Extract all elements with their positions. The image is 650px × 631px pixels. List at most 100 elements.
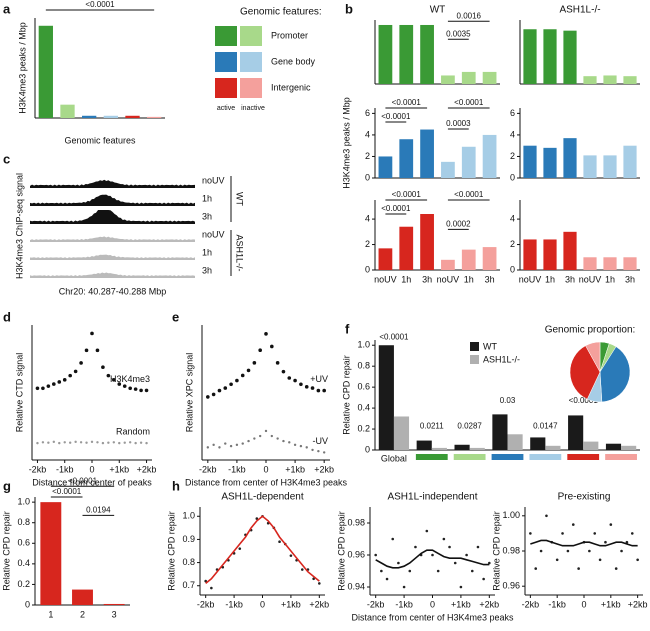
legend-swatch	[240, 78, 262, 98]
y-tick-label: 0.96	[347, 549, 365, 559]
data-point	[322, 451, 326, 454]
y-tick-label: 0.96	[502, 581, 520, 591]
bar	[103, 603, 125, 605]
group-label: WT	[235, 192, 245, 206]
data-point	[436, 569, 440, 573]
bar	[431, 447, 447, 450]
x-tick-label: 1h	[464, 274, 474, 284]
p-value: <0.0001	[569, 396, 599, 405]
data-point	[414, 545, 417, 549]
data-point	[117, 382, 122, 386]
legend-label: WT	[483, 341, 497, 351]
bar	[378, 248, 393, 270]
bar	[40, 502, 62, 605]
data-point	[118, 441, 121, 445]
y-tick-label: 0.98	[502, 545, 520, 555]
y-tick-label: 4	[510, 129, 515, 139]
panel-title: ASH1L-dependent	[221, 492, 304, 503]
x-tick-label: +1kb	[281, 599, 301, 609]
bar	[420, 214, 434, 270]
data-point	[246, 368, 251, 373]
x-tick-label: +1kb	[109, 464, 129, 474]
x-tick-label: 1	[48, 609, 53, 619]
x-tick-label: noUV	[374, 274, 397, 284]
x-tick-label: 3h	[485, 274, 495, 284]
data-point	[144, 388, 149, 393]
y-axis-label: Relative XPC signal	[184, 353, 194, 433]
data-point	[278, 540, 281, 544]
panel-title: ASH1L-independent	[387, 492, 477, 503]
y-tick-label: 4	[365, 213, 370, 223]
data-point	[211, 392, 216, 397]
legend-label: Intergenic	[271, 82, 311, 92]
data-point	[293, 378, 297, 383]
data-point	[571, 523, 575, 526]
legend-title: Genomic features:	[240, 7, 322, 18]
x-tick-label: noUV	[519, 274, 542, 284]
signal-track	[30, 210, 195, 224]
data-point	[238, 547, 242, 550]
p-value: <0.0001	[68, 476, 98, 485]
legend-column: active	[217, 105, 235, 112]
y-tick-label: 6	[510, 108, 515, 118]
data-point	[529, 532, 532, 535]
p-value: 0.0003	[446, 119, 471, 128]
p-value: <0.0001	[381, 204, 411, 213]
data-point	[90, 440, 94, 444]
pie-slice	[599, 346, 631, 403]
data-point	[41, 441, 45, 444]
data-point	[128, 441, 132, 444]
data-point	[625, 540, 629, 544]
y-tick-label: 0	[25, 599, 30, 609]
data-point	[282, 439, 285, 443]
legend-swatch	[470, 342, 479, 351]
data-point	[112, 441, 116, 444]
x-tick-label: 3h	[422, 274, 432, 284]
data-point	[252, 361, 257, 365]
data-point	[425, 529, 429, 533]
x-tick-label: +2kb	[628, 599, 648, 609]
signal-track	[30, 236, 195, 242]
bar	[399, 226, 414, 270]
category-swatch	[605, 454, 637, 460]
data-point	[614, 567, 618, 570]
bar	[523, 239, 537, 270]
data-point	[241, 442, 244, 445]
data-point	[206, 395, 210, 399]
x-axis-label: Genomic features	[64, 135, 136, 145]
y-axis-label: H3K4me3 peaks / Mbp	[17, 22, 27, 114]
bar	[623, 257, 637, 270]
y-tick-label: 0.8	[357, 361, 370, 371]
data-point	[84, 348, 89, 353]
legend-column: inactive	[241, 105, 265, 112]
data-point	[453, 561, 457, 565]
bar	[441, 75, 455, 84]
bar	[416, 440, 432, 450]
data-point	[304, 385, 309, 389]
p-value: 0.03	[500, 396, 516, 405]
x-tick-label: +1kb	[451, 599, 471, 609]
data-point	[57, 380, 62, 384]
x-tick-label: -1kb	[56, 464, 74, 474]
x-tick-label: -1kb	[225, 599, 243, 609]
panel-label: f	[345, 321, 350, 336]
data-point	[555, 558, 559, 562]
bar	[563, 231, 577, 270]
x-tick-label: +2kb	[137, 464, 157, 474]
y-tick-label: 0.4	[357, 402, 370, 412]
data-point	[561, 532, 564, 535]
y-tick-label: 0.4	[17, 558, 30, 568]
data-point	[47, 441, 50, 444]
data-point	[620, 549, 623, 553]
data-point	[270, 344, 274, 349]
bar	[378, 24, 393, 85]
x-tick-label: -2kb	[197, 599, 215, 609]
bar	[125, 115, 140, 118]
data-point	[106, 373, 111, 378]
y-axis-label: Relative CPD repair	[166, 511, 176, 591]
legend-swatch	[215, 26, 237, 46]
y-axis-label: Relative CPD repair	[336, 511, 346, 591]
data-point	[63, 441, 66, 444]
data-point	[212, 443, 215, 447]
